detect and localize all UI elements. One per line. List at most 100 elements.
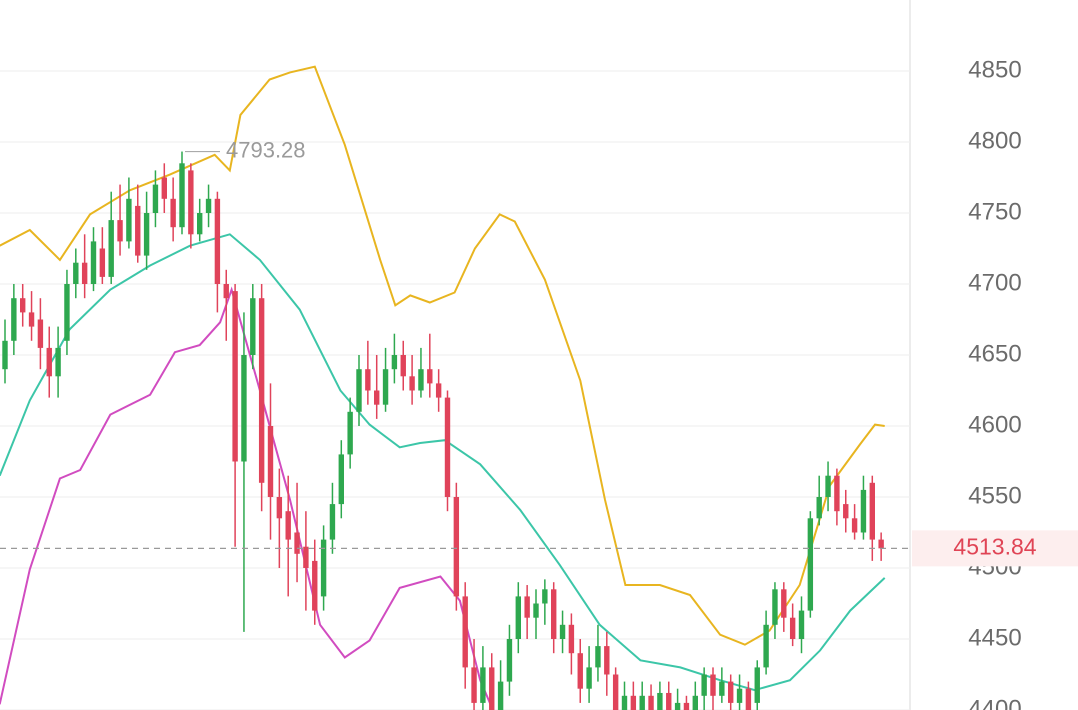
candle-body xyxy=(232,291,238,462)
candle-body xyxy=(816,497,822,519)
candle-body xyxy=(798,610,805,639)
candle-body xyxy=(99,248,106,277)
candle-body xyxy=(789,617,796,639)
max-label: 4793.28 xyxy=(226,137,306,162)
last-price-box xyxy=(912,530,1078,567)
candle-body xyxy=(250,298,256,355)
candle-body xyxy=(719,681,725,696)
candle-body xyxy=(568,624,575,654)
candle-body xyxy=(834,475,840,512)
candle-body xyxy=(409,376,415,391)
candle-body xyxy=(674,702,681,710)
candle-body xyxy=(365,369,371,391)
candle-body xyxy=(223,284,229,299)
band-line xyxy=(0,233,886,692)
candle-body xyxy=(64,284,70,341)
y-tick-label: 4650 xyxy=(968,340,1021,367)
candle-body xyxy=(657,692,663,710)
candle-body xyxy=(374,390,380,405)
candle-body xyxy=(648,695,654,710)
candle-body xyxy=(285,511,291,540)
candle-body xyxy=(81,262,88,284)
candle-body xyxy=(161,177,167,199)
candle-body xyxy=(197,213,203,235)
candle-body xyxy=(701,674,707,696)
y-tick-label: 4750 xyxy=(968,198,1021,225)
candle-body xyxy=(692,695,698,710)
candle-body xyxy=(524,596,530,618)
candle-body xyxy=(533,603,539,618)
candle-body xyxy=(338,454,344,505)
candle-body xyxy=(683,702,690,710)
candle-body xyxy=(435,383,442,398)
plot-area xyxy=(0,65,910,710)
candle-body xyxy=(506,639,513,682)
y-tick-label: 4800 xyxy=(968,127,1021,154)
candle-body xyxy=(28,312,35,327)
candle-body xyxy=(152,184,159,213)
y-tick-label: 4450 xyxy=(968,624,1021,651)
y-tick-label: 4600 xyxy=(968,411,1021,438)
candle-body xyxy=(11,298,17,341)
candle-body xyxy=(577,653,583,689)
candle-body xyxy=(258,298,265,483)
candle-body xyxy=(444,397,451,497)
candle-body xyxy=(515,596,521,639)
y-tick-label: 4850 xyxy=(968,56,1021,83)
candle-body xyxy=(143,213,150,256)
band-line xyxy=(0,65,885,646)
candle-body xyxy=(90,241,97,284)
candle-body xyxy=(480,667,486,703)
candle-body xyxy=(294,532,300,554)
candle-body xyxy=(400,355,406,377)
candle-body xyxy=(267,426,274,497)
candle-body xyxy=(745,688,752,710)
candle-body xyxy=(73,262,79,284)
last-price-label: 4513.84 xyxy=(953,533,1036,559)
candle-body xyxy=(188,170,194,235)
candle-body xyxy=(205,198,212,213)
candle-body xyxy=(781,589,787,618)
candle-body xyxy=(612,674,619,710)
y-tick-label: 4700 xyxy=(968,269,1021,296)
candle-body xyxy=(126,198,132,242)
candle-body xyxy=(621,695,628,710)
candle-body xyxy=(347,411,353,455)
candle-body xyxy=(604,646,610,675)
candle-body xyxy=(736,688,743,703)
candle-body xyxy=(497,681,504,710)
candle-body xyxy=(807,518,814,611)
candle-body xyxy=(276,497,283,519)
candle-body xyxy=(46,347,52,377)
candle-body xyxy=(639,695,645,710)
candle-body xyxy=(843,504,849,519)
candle-body xyxy=(710,674,716,696)
candle-body xyxy=(542,589,548,604)
candle-body xyxy=(108,220,114,277)
candle-body xyxy=(2,340,8,370)
candle-body xyxy=(170,198,176,228)
candle-body xyxy=(329,504,336,540)
candle-body xyxy=(55,347,61,377)
candle-body xyxy=(312,560,318,611)
candle-body xyxy=(666,692,672,710)
candle-body xyxy=(595,646,601,668)
candle-body xyxy=(418,369,424,391)
candle-body xyxy=(427,369,433,384)
candle-body xyxy=(754,667,760,703)
candle-body xyxy=(135,205,141,256)
candle-body xyxy=(586,667,592,689)
candle-body xyxy=(559,624,566,639)
candle-body xyxy=(772,589,778,625)
candle-body xyxy=(453,497,460,597)
candle-body xyxy=(851,518,858,533)
candle-body xyxy=(320,539,327,597)
candle-body xyxy=(37,319,44,348)
candle-body xyxy=(471,667,477,703)
candle-body xyxy=(303,546,309,568)
candle-body xyxy=(241,355,247,462)
candle-body xyxy=(551,589,557,639)
candle-body xyxy=(382,369,389,405)
candle-body xyxy=(860,489,867,533)
